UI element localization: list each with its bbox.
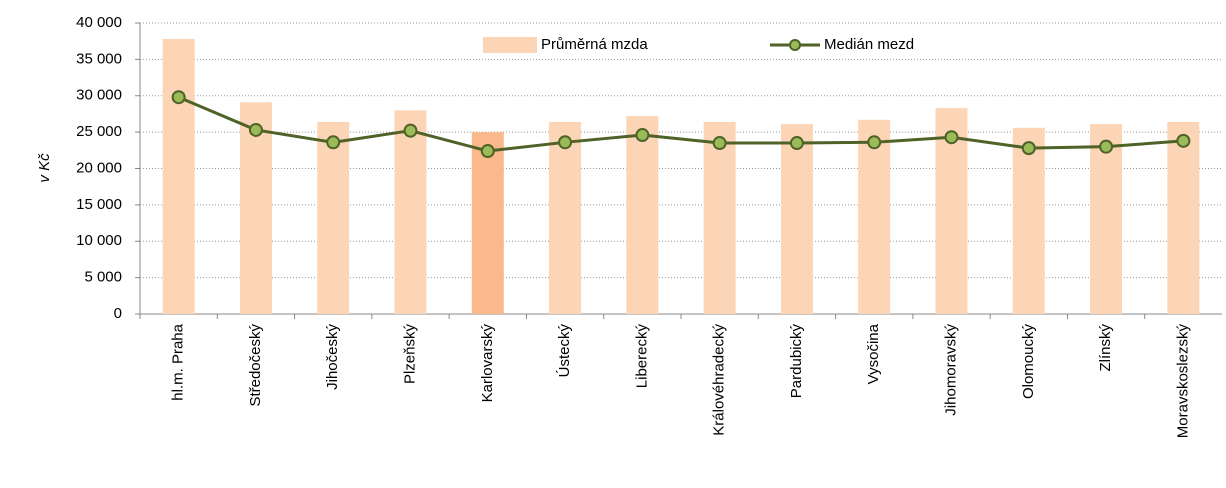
y-tick-label: 15 000: [76, 196, 122, 213]
x-tick-label: Olomoucký: [1020, 324, 1037, 400]
bar: [858, 119, 891, 314]
y-tick-label: 30 000: [76, 87, 122, 104]
x-tick-label: Karlovarský: [479, 324, 496, 403]
marker: [867, 135, 882, 150]
bar: [626, 116, 659, 315]
bar: [471, 132, 504, 314]
line: [178, 95, 1184, 153]
bar: [780, 124, 813, 314]
x-tick-label: Plzeňský: [401, 324, 418, 385]
x-tick-label: Jihočeský: [324, 324, 341, 390]
bar: [1167, 121, 1200, 314]
bar: [1090, 124, 1123, 314]
marker: [480, 144, 495, 159]
x-tick-label: Vysočina: [865, 323, 882, 384]
marker: [326, 135, 341, 150]
x-tick-label: Ústecký: [556, 324, 573, 378]
x-tick-label: Moravskoslezský: [1174, 324, 1191, 439]
bar: [703, 121, 736, 314]
x-tick-label: Středočeský: [247, 324, 264, 407]
y-tick-label: 10 000: [76, 232, 122, 249]
x-tick-label: Zlínský: [1097, 324, 1114, 372]
x-tick-label: Pardubický: [788, 324, 805, 399]
legend-label: Průměrná mzda: [541, 36, 648, 53]
legend-label: Medián mezd: [824, 36, 914, 53]
x-tick-label: Liberecký: [633, 324, 650, 389]
bar: [549, 121, 582, 314]
bar: [162, 39, 195, 314]
marker: [1176, 133, 1191, 148]
legend-swatch: [483, 37, 537, 53]
marker: [635, 128, 650, 143]
x-tick-label: hl.m. Praha: [170, 323, 187, 400]
x-tick-label: Královéhradecký: [711, 324, 728, 436]
bar: [394, 110, 427, 314]
marker: [1099, 139, 1114, 154]
bar: [317, 121, 350, 314]
marker: [789, 136, 804, 151]
marker: [1021, 141, 1036, 156]
marker: [403, 123, 418, 138]
bar: [239, 102, 272, 314]
y-tick-label: 5 000: [84, 269, 122, 286]
y-axis-label: v Kč: [36, 153, 53, 183]
marker: [171, 90, 186, 105]
x-tick-label: Jihomoravský: [942, 324, 959, 416]
y-tick-label: 20 000: [76, 159, 122, 176]
marker: [558, 135, 573, 150]
y-tick-label: 35 000: [76, 50, 122, 67]
bar: [1012, 127, 1045, 314]
marker: [248, 122, 263, 137]
legend-marker: [789, 39, 801, 51]
y-tick-label: 40 000: [76, 14, 122, 31]
marker: [944, 130, 959, 145]
y-tick-label: 25 000: [76, 123, 122, 140]
marker: [712, 136, 727, 151]
y-tick-label: 0: [114, 305, 122, 322]
